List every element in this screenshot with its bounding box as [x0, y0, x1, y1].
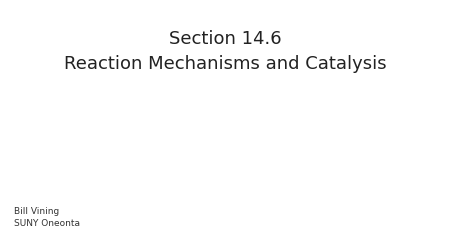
- Text: Bill Vining
SUNY Oneonta: Bill Vining SUNY Oneonta: [14, 207, 80, 227]
- Text: Section 14.6
Reaction Mechanisms and Catalysis: Section 14.6 Reaction Mechanisms and Cat…: [64, 30, 386, 73]
